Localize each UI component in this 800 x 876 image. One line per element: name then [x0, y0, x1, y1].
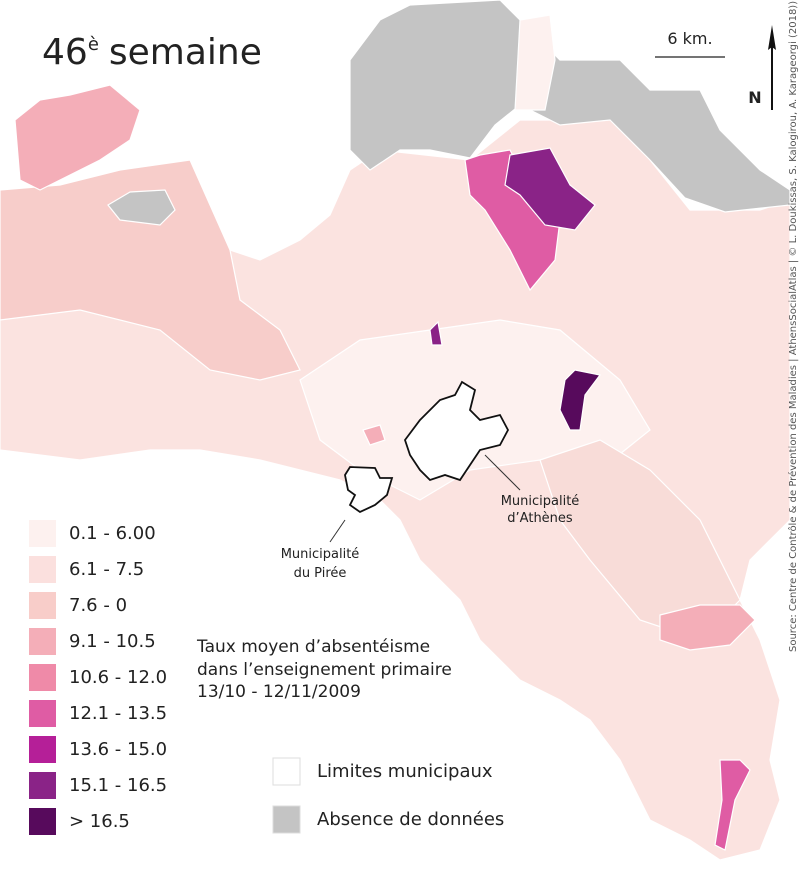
title-number: 46: [42, 32, 88, 73]
legend-label: 9.1 - 10.5: [69, 631, 156, 652]
north-purple: [504, 147, 596, 231]
legend-label: 15.1 - 16.5: [69, 775, 167, 796]
nodata-west: [107, 189, 176, 226]
legend-swatch: [272, 805, 301, 834]
map-regions: [0, 0, 791, 861]
small-spot: [362, 424, 386, 446]
municipal-outlines: [344, 380, 510, 514]
legend-swatch: [29, 736, 56, 763]
legend-label: 7.6 - 0: [69, 595, 127, 616]
north-white: [514, 14, 556, 111]
description-1: Taux moyen d’absentéisme: [196, 637, 430, 657]
athens-outline: [403, 380, 510, 482]
athens-label-1: Municipalité: [501, 494, 580, 509]
description-2: dans l’enseignement primaire: [197, 660, 452, 680]
north-arrow: [768, 25, 776, 110]
legend-label: Absence de données: [317, 809, 504, 830]
description-3: 13/10 - 12/11/2009: [197, 682, 361, 702]
legend-swatch: [29, 772, 56, 799]
legend-label: 12.1 - 13.5: [69, 703, 167, 724]
source: Source: Centre de Contrôle & de Préventi…: [787, 1, 799, 652]
legend-swatch: [29, 628, 56, 655]
small-purple: [429, 320, 443, 346]
scale-label: 6 km.: [667, 29, 712, 48]
piraeus-label-1: Municipalité: [281, 547, 360, 562]
leader-lines: [329, 454, 521, 543]
title-sup: è: [88, 34, 99, 55]
west-region: [0, 159, 301, 381]
title: 46è semaine: [42, 32, 262, 73]
east-dark: [559, 369, 602, 431]
legend-swatch: [29, 520, 56, 547]
legend-swatch: [29, 700, 56, 727]
legend-label: 13.6 - 15.0: [69, 739, 167, 760]
legend-label: Limites municipaux: [317, 761, 493, 782]
legend-swatch: [29, 556, 56, 583]
legend-swatch: [29, 592, 56, 619]
title-word: semaine: [109, 32, 262, 73]
north-label: N: [748, 88, 761, 107]
north-pink: [464, 149, 561, 292]
legend-label: 6.1 - 7.5: [69, 559, 144, 580]
west-peninsula: [14, 84, 141, 191]
athens-label-2: d’Athènes: [507, 511, 573, 526]
legend-swatch: [29, 664, 56, 691]
south-pink: [659, 604, 756, 651]
piraeus-label-2: du Pirée: [294, 566, 347, 581]
legend-label: 10.6 - 12.0: [69, 667, 167, 688]
legend-label: > 16.5: [69, 811, 130, 832]
south-cape: [714, 759, 751, 851]
legend-swatch: [29, 808, 56, 835]
piraeus-outline: [344, 466, 394, 514]
legend-swatch: [272, 757, 301, 786]
legend-label: 0.1 - 6.00: [69, 523, 156, 544]
